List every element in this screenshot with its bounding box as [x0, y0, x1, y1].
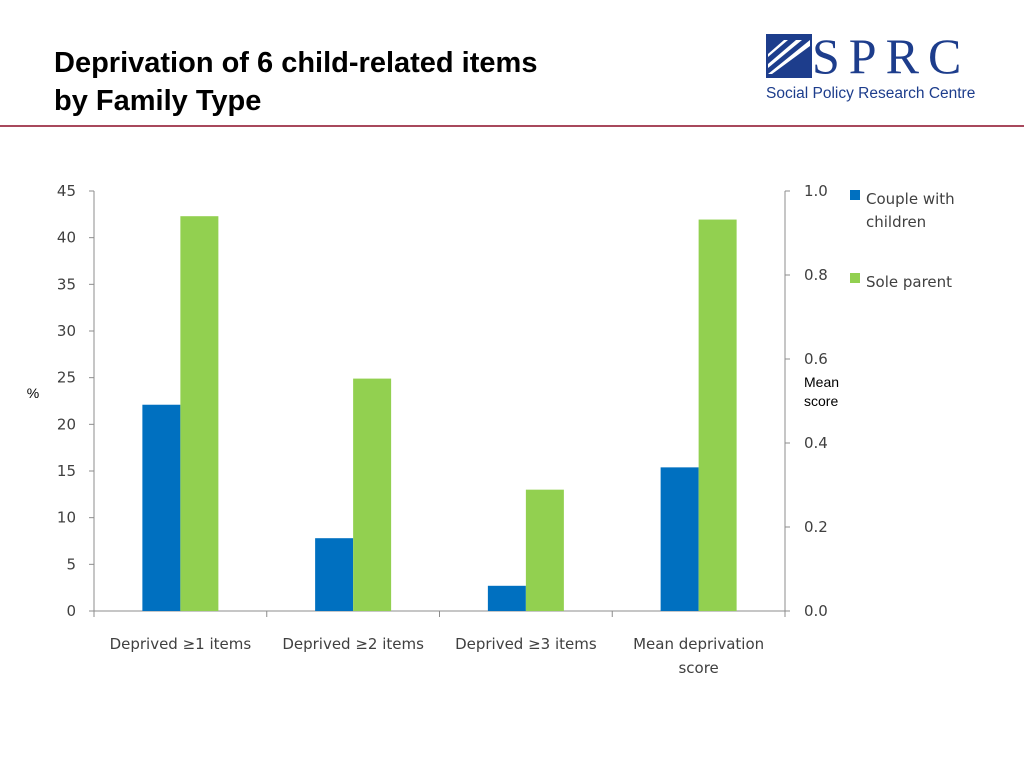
- left-axis-title: %: [27, 385, 39, 401]
- left-tick-label: 35: [57, 275, 76, 293]
- bar-sole-parent: [698, 219, 737, 611]
- right-axis-title-line: Mean: [804, 374, 839, 390]
- left-tick-label: 25: [57, 369, 76, 387]
- legend-label: Couple with children: [866, 190, 955, 231]
- legend-label-line: Sole parent: [866, 273, 952, 291]
- right-axis-title-line: score: [804, 393, 838, 409]
- legend-label-line: children: [866, 213, 926, 231]
- left-tick-label: 5: [66, 555, 76, 573]
- category-label: Deprived ≥2 items: [282, 635, 424, 653]
- category-label-line: Deprived ≥1 items: [110, 635, 252, 653]
- logo-tagline: Social Policy Research Centre: [766, 85, 976, 102]
- bar-couple: [315, 538, 354, 611]
- left-tick-label: 10: [57, 509, 76, 527]
- sprc-logo: SPRC Social Policy Research Centre: [764, 28, 980, 106]
- bar-sole-parent: [353, 378, 392, 611]
- header-rule: [0, 125, 1024, 127]
- left-tick-label: 45: [57, 182, 76, 200]
- slide-title: Deprivation of 6 child-related items by …: [54, 44, 537, 120]
- right-tick-label: 0.6: [804, 350, 828, 368]
- bar-couple: [142, 404, 181, 611]
- right-tick-label: 0.8: [804, 266, 828, 284]
- category-label: Deprived ≥1 items: [110, 635, 252, 653]
- bar-couple: [487, 585, 526, 611]
- chart-axes: 0 5 10 15 20 25 30 35 40 45 0.0 0.2 0.4 0.6 0.8 1.0: [57, 182, 828, 620]
- chart-legend: Couple with children Sole parent: [850, 190, 955, 291]
- sprc-logo-mark-icon: [766, 34, 812, 78]
- left-tick-label: 30: [57, 322, 76, 340]
- bar-sole-parent: [525, 489, 564, 611]
- legend-label-line: Couple with: [866, 190, 955, 208]
- right-tick-label: 0.4: [804, 434, 828, 452]
- legend-swatch: [850, 190, 860, 200]
- bar-sole-parent: [180, 216, 219, 611]
- left-tick-label: 0: [66, 602, 76, 620]
- title-line-2: by Family Type: [54, 85, 262, 117]
- left-tick-label: 15: [57, 462, 76, 480]
- left-tick-label: 20: [57, 415, 76, 433]
- right-tick-label: 0.0: [804, 602, 828, 620]
- right-axis-title: Mean score: [804, 374, 839, 409]
- bar-couple: [660, 467, 699, 611]
- right-tick-label: 0.2: [804, 518, 828, 536]
- left-tick-label: 40: [57, 229, 76, 247]
- category-label-line: Deprived ≥2 items: [282, 635, 424, 653]
- chart-labels: Deprived ≥1 items Deprived ≥2 items Depriv…: [27, 374, 839, 677]
- category-label-line: Deprived ≥3 items: [455, 635, 597, 653]
- title-line-1: Deprivation of 6 child-related items: [54, 47, 538, 79]
- category-label: Mean deprivation score: [633, 635, 764, 677]
- category-label: Deprived ≥3 items: [455, 635, 597, 653]
- category-label-line: score: [678, 659, 718, 677]
- logo-wordmark: SPRC: [812, 28, 971, 84]
- chart-bars: [142, 216, 737, 611]
- right-tick-label: 1.0: [804, 182, 828, 200]
- category-label-line: Mean deprivation: [633, 635, 764, 653]
- legend-label: Sole parent: [866, 273, 952, 291]
- legend-swatch: [850, 273, 860, 283]
